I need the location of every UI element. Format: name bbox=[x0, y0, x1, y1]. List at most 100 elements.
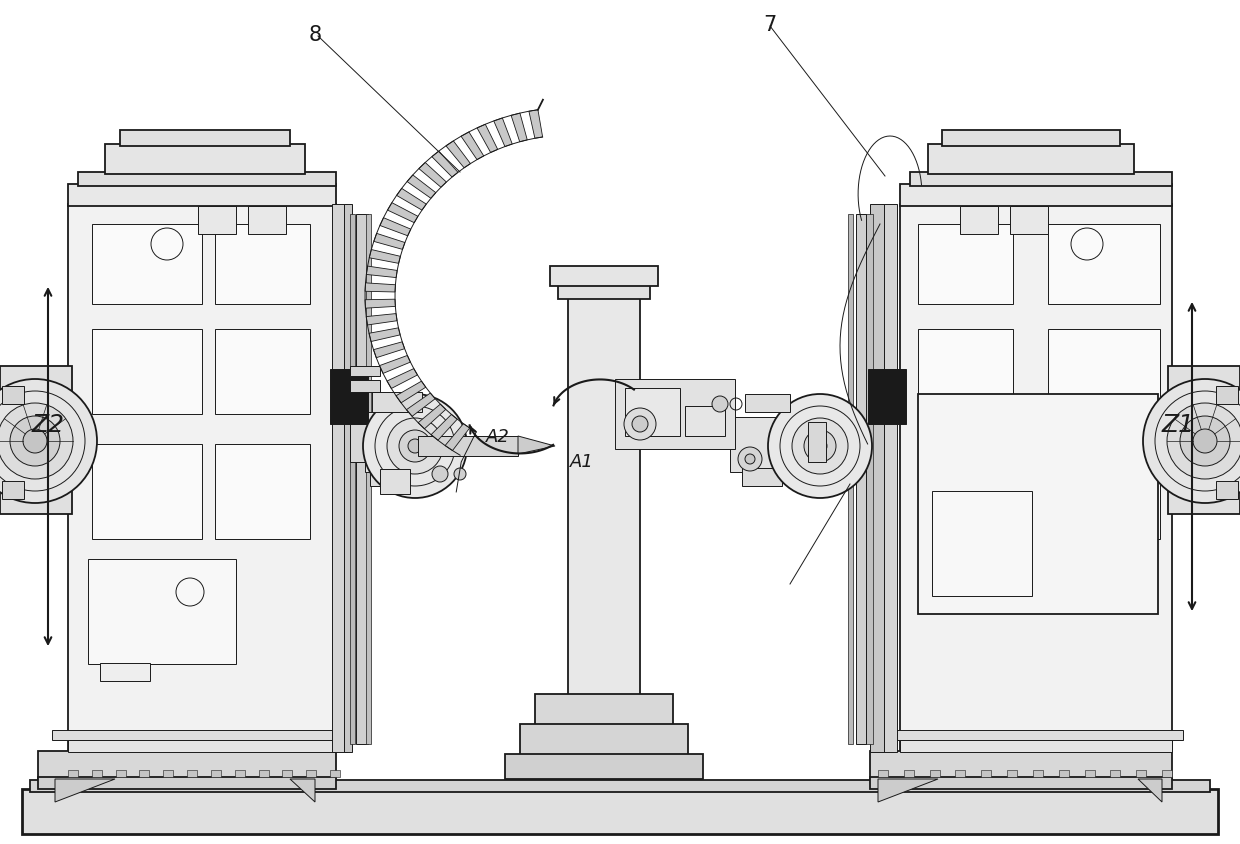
Circle shape bbox=[712, 397, 728, 413]
Text: A2: A2 bbox=[486, 428, 510, 446]
Circle shape bbox=[745, 454, 755, 464]
Bar bbox=[868, 370, 906, 425]
Circle shape bbox=[363, 394, 467, 499]
Bar bbox=[68, 205, 336, 752]
Bar bbox=[88, 560, 236, 664]
Polygon shape bbox=[445, 425, 470, 451]
Bar bbox=[1059, 770, 1069, 777]
Bar bbox=[1048, 225, 1159, 305]
Bar bbox=[343, 205, 352, 752]
Bar bbox=[615, 380, 735, 450]
Bar bbox=[956, 770, 966, 777]
Bar bbox=[551, 267, 658, 287]
Bar bbox=[78, 173, 336, 187]
Circle shape bbox=[1143, 380, 1240, 503]
Polygon shape bbox=[878, 779, 937, 802]
Bar bbox=[92, 770, 102, 777]
Circle shape bbox=[632, 416, 649, 432]
Bar bbox=[330, 370, 368, 425]
Bar bbox=[918, 330, 1013, 414]
Polygon shape bbox=[494, 119, 512, 148]
Polygon shape bbox=[290, 779, 315, 802]
Bar bbox=[918, 225, 1013, 305]
Circle shape bbox=[387, 419, 443, 474]
Bar bbox=[68, 770, 78, 777]
Text: Z2: Z2 bbox=[31, 413, 64, 436]
Bar bbox=[870, 205, 884, 752]
Bar bbox=[981, 770, 991, 777]
Bar bbox=[139, 770, 150, 777]
Polygon shape bbox=[55, 779, 115, 802]
Bar bbox=[92, 445, 202, 539]
Bar bbox=[808, 423, 826, 463]
Bar bbox=[1216, 481, 1238, 500]
Bar bbox=[900, 740, 1172, 752]
Polygon shape bbox=[365, 284, 396, 293]
Bar bbox=[568, 296, 640, 696]
Polygon shape bbox=[432, 415, 458, 441]
Polygon shape bbox=[365, 300, 396, 309]
Circle shape bbox=[454, 468, 466, 480]
Bar bbox=[1085, 770, 1095, 777]
Text: A1: A1 bbox=[570, 452, 594, 470]
Bar bbox=[870, 751, 1172, 779]
Polygon shape bbox=[446, 142, 470, 169]
Bar bbox=[68, 185, 336, 207]
Bar bbox=[928, 145, 1135, 175]
Circle shape bbox=[1193, 430, 1216, 453]
Polygon shape bbox=[366, 314, 397, 326]
Circle shape bbox=[0, 380, 97, 503]
Bar bbox=[558, 285, 650, 300]
Bar bbox=[38, 777, 336, 789]
Polygon shape bbox=[373, 343, 404, 359]
Bar bbox=[910, 173, 1172, 187]
Circle shape bbox=[738, 447, 763, 472]
Bar bbox=[379, 469, 410, 495]
Bar bbox=[2, 387, 24, 404]
Polygon shape bbox=[388, 203, 418, 224]
Bar bbox=[234, 770, 244, 777]
Bar bbox=[356, 214, 368, 744]
Bar bbox=[885, 730, 1183, 740]
Polygon shape bbox=[370, 328, 401, 342]
Bar bbox=[745, 394, 790, 413]
Text: Z1: Z1 bbox=[1162, 413, 1194, 436]
Bar bbox=[1168, 366, 1240, 514]
Bar bbox=[520, 724, 688, 756]
Bar bbox=[164, 770, 174, 777]
Bar bbox=[115, 770, 125, 777]
Polygon shape bbox=[407, 176, 435, 199]
Circle shape bbox=[408, 440, 422, 453]
Bar bbox=[198, 207, 236, 235]
Text: 8: 8 bbox=[309, 25, 321, 45]
Polygon shape bbox=[518, 436, 556, 454]
Polygon shape bbox=[419, 163, 446, 188]
Bar bbox=[92, 225, 202, 305]
Bar bbox=[1007, 770, 1017, 777]
Bar bbox=[870, 777, 1172, 789]
Bar bbox=[68, 740, 336, 752]
Polygon shape bbox=[387, 369, 418, 389]
Polygon shape bbox=[418, 404, 445, 430]
Polygon shape bbox=[379, 356, 410, 374]
Polygon shape bbox=[432, 152, 458, 178]
Polygon shape bbox=[529, 111, 543, 139]
Bar bbox=[0, 366, 72, 514]
Bar bbox=[960, 207, 998, 235]
Bar bbox=[259, 770, 269, 777]
Bar bbox=[2, 481, 24, 500]
Bar bbox=[1162, 770, 1172, 777]
Bar bbox=[283, 770, 293, 777]
Bar bbox=[918, 445, 1013, 539]
Bar bbox=[1048, 330, 1159, 414]
Bar bbox=[30, 780, 1210, 792]
Circle shape bbox=[24, 430, 47, 453]
Circle shape bbox=[792, 419, 848, 474]
Bar bbox=[730, 418, 785, 473]
Bar bbox=[350, 423, 368, 463]
Circle shape bbox=[10, 416, 60, 467]
Bar bbox=[534, 694, 673, 726]
Polygon shape bbox=[461, 133, 484, 160]
Bar bbox=[187, 770, 197, 777]
Bar bbox=[215, 330, 310, 414]
